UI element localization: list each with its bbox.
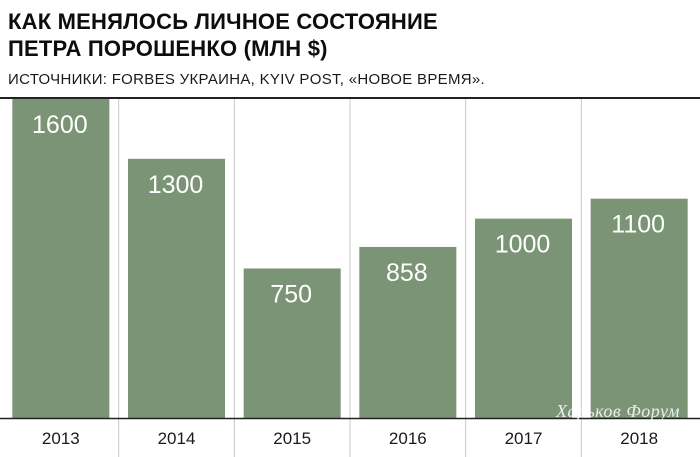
data-label-2013: 1600 <box>32 111 88 139</box>
x-tick-label-2013: 2013 <box>42 429 80 448</box>
data-label-2014: 1300 <box>148 171 204 199</box>
bar-2013 <box>12 99 110 418</box>
x-tick-label-2014: 2014 <box>158 429 196 448</box>
chart-source: ИСТОЧНИКИ: FORBES УКРАИНА, KYIV POST, «Н… <box>8 71 485 88</box>
data-label-2017: 1000 <box>495 231 551 259</box>
chart-title-line-2: ПЕТРА ПОРОШЕНКО (МЛН $) <box>8 36 328 61</box>
bar-2014 <box>128 158 225 418</box>
data-label-2016: 858 <box>386 259 428 287</box>
bar-2015 <box>243 268 341 418</box>
watermark: Харьков Форум <box>556 401 681 421</box>
bar-2016 <box>359 246 457 418</box>
x-tick-label-2017: 2017 <box>505 429 543 448</box>
bar-2017 <box>475 218 572 418</box>
data-label-2015: 750 <box>270 280 312 308</box>
chart-title-line-1: КАК МЕНЯЛОСЬ ЛИЧНОЕ СОСТОЯНИЕ <box>8 9 438 34</box>
x-tick-label-2018: 2018 <box>620 429 658 448</box>
x-tick-label-2015: 2015 <box>273 429 311 448</box>
header-rule <box>0 97 700 99</box>
chart-title: КАК МЕНЯЛОСЬ ЛИЧНОЕ СОСТОЯНИЕ ПЕТРА ПОРО… <box>8 8 438 62</box>
data-label-2018: 1100 <box>611 211 665 239</box>
bar-2018 <box>590 198 688 418</box>
x-tick-label-2016: 2016 <box>389 429 427 448</box>
